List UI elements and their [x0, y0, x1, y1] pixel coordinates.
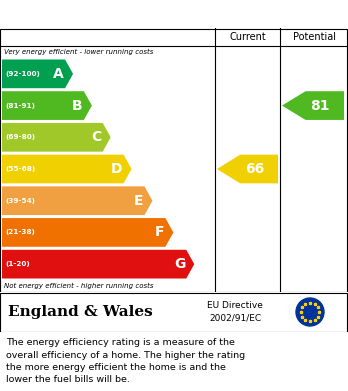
Text: (55-68): (55-68)	[5, 166, 35, 172]
Polygon shape	[2, 59, 73, 88]
Text: Current: Current	[229, 32, 266, 42]
Polygon shape	[2, 91, 92, 120]
Text: (1-20): (1-20)	[5, 261, 30, 267]
Text: (39-54): (39-54)	[5, 198, 35, 204]
Text: A: A	[53, 67, 64, 81]
Text: D: D	[111, 162, 122, 176]
Text: C: C	[92, 130, 102, 144]
Circle shape	[296, 298, 324, 326]
Polygon shape	[2, 218, 173, 247]
Text: Energy Efficiency Rating: Energy Efficiency Rating	[8, 7, 218, 22]
Polygon shape	[2, 187, 152, 215]
Text: Very energy efficient - lower running costs: Very energy efficient - lower running co…	[4, 49, 153, 55]
Text: 66: 66	[245, 162, 264, 176]
Polygon shape	[2, 123, 111, 152]
Text: (69-80): (69-80)	[5, 134, 35, 140]
Text: E: E	[134, 194, 143, 208]
Text: England & Wales: England & Wales	[8, 305, 153, 319]
Polygon shape	[282, 91, 344, 120]
Text: (92-100): (92-100)	[5, 71, 40, 77]
Text: G: G	[174, 257, 185, 271]
Text: The energy efficiency rating is a measure of the
overall efficiency of a home. T: The energy efficiency rating is a measur…	[6, 338, 245, 384]
Text: (21-38): (21-38)	[5, 230, 35, 235]
Polygon shape	[217, 155, 278, 183]
Polygon shape	[2, 250, 194, 278]
Polygon shape	[2, 155, 132, 183]
Text: B: B	[72, 99, 83, 113]
Text: Potential: Potential	[293, 32, 335, 42]
Text: Not energy efficient - higher running costs: Not energy efficient - higher running co…	[4, 283, 153, 289]
Text: 81: 81	[310, 99, 330, 113]
Text: (81-91): (81-91)	[5, 102, 35, 109]
Text: F: F	[155, 226, 164, 239]
Text: EU Directive
2002/91/EC: EU Directive 2002/91/EC	[207, 301, 263, 323]
